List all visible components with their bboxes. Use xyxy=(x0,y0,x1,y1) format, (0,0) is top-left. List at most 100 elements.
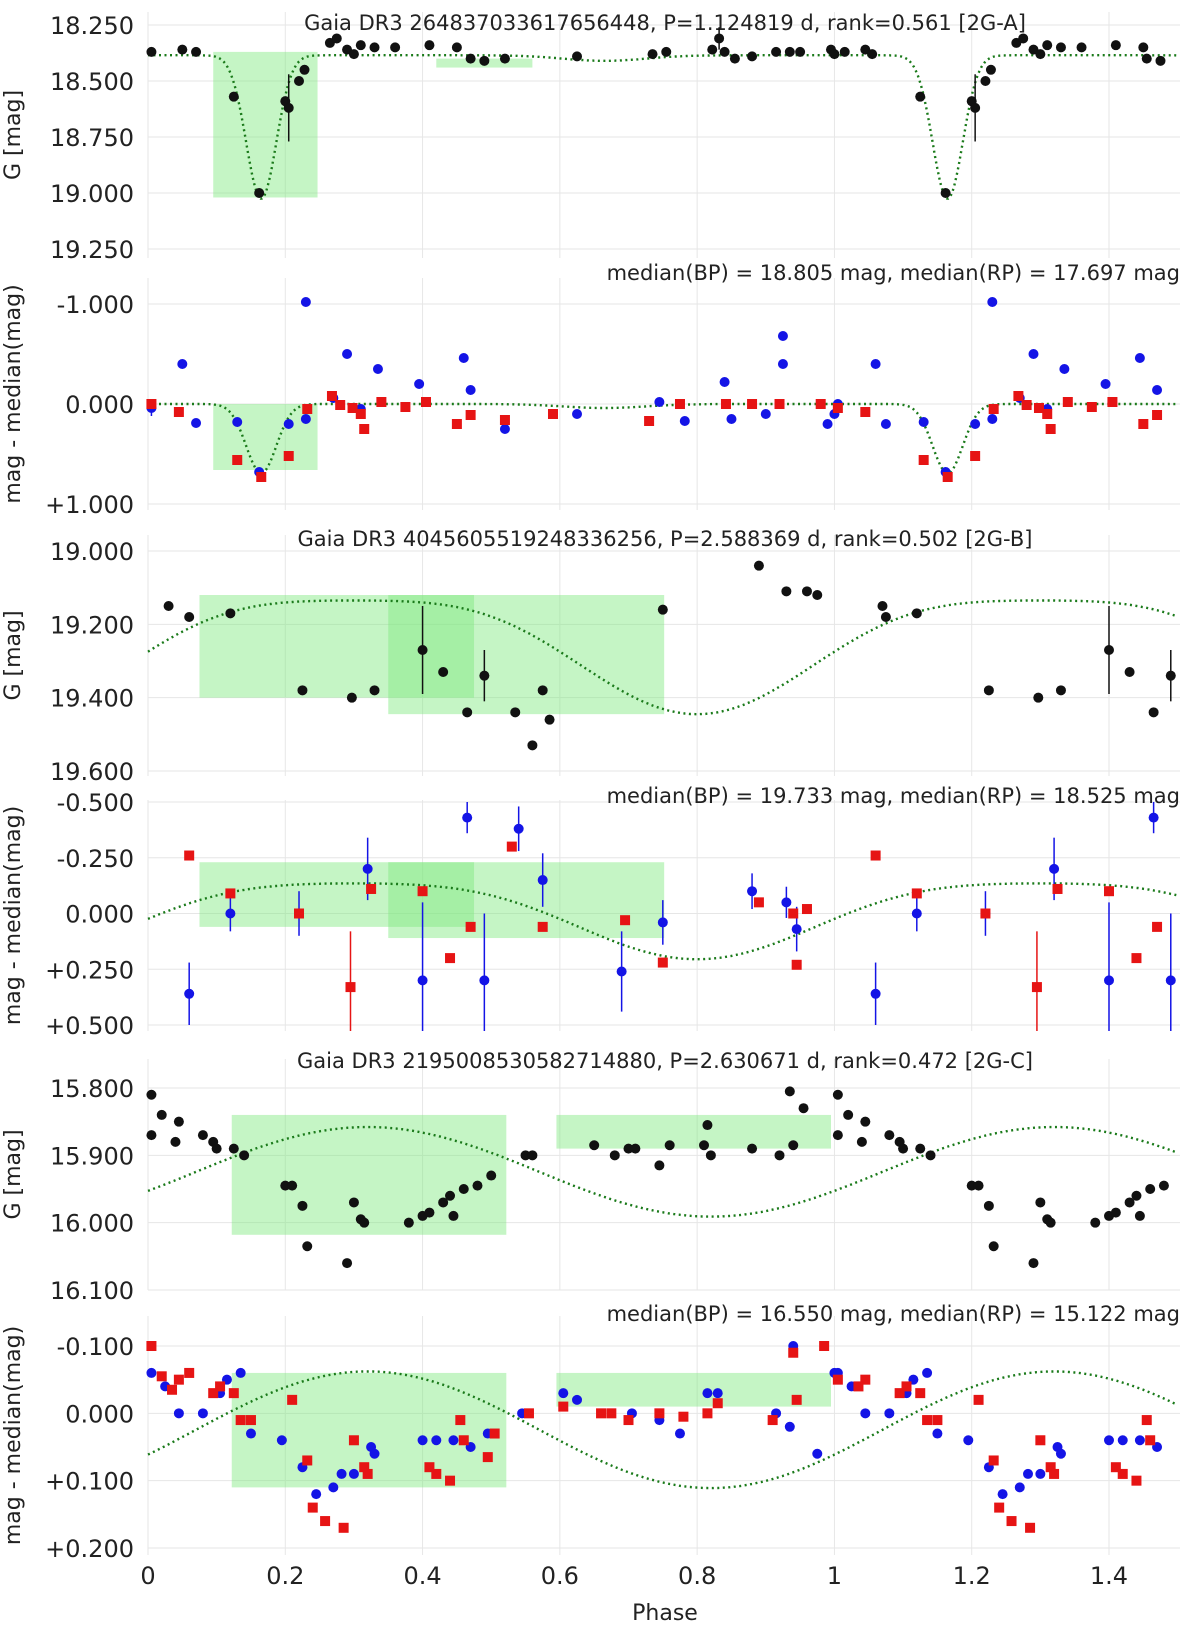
data-point-rp xyxy=(994,1502,1005,1513)
data-point-g xyxy=(1076,42,1087,53)
data-point-rp xyxy=(1035,1435,1046,1446)
x-tick-label: 1.2 xyxy=(953,1562,991,1590)
data-point-g xyxy=(729,53,740,64)
data-point-bp xyxy=(369,1448,380,1459)
y-tick-label: 18.250 xyxy=(50,12,134,40)
x-tick-label: 0.4 xyxy=(403,1562,441,1590)
data-point-bp xyxy=(822,419,833,429)
data-point-g xyxy=(884,1130,895,1141)
data-point-g xyxy=(784,1086,795,1097)
data-point-rp xyxy=(283,451,294,461)
data-point-rp xyxy=(208,1388,219,1399)
data-point-rp xyxy=(359,424,370,434)
data-point-g xyxy=(940,188,951,198)
data-point-bp xyxy=(146,1367,157,1378)
data-point-g xyxy=(191,46,202,57)
data-point-g xyxy=(544,714,555,725)
data-point-g xyxy=(451,42,462,53)
data-point-g xyxy=(898,1143,909,1154)
data-point-g xyxy=(1104,645,1114,655)
data-point-rp xyxy=(1031,982,1042,993)
data-point-rp xyxy=(362,1468,373,1479)
data-point-g xyxy=(1158,1180,1169,1191)
data-point-g xyxy=(1110,40,1121,51)
data-point-g xyxy=(1124,1197,1135,1208)
data-point-g xyxy=(173,1116,184,1127)
data-point-g xyxy=(781,586,792,597)
data-point-g xyxy=(1055,685,1066,696)
data-point-rp xyxy=(657,957,668,968)
data-point-g xyxy=(1018,33,1029,44)
data-point-rp xyxy=(215,1381,226,1392)
data-point-g xyxy=(283,102,294,113)
data-point-bp xyxy=(987,297,998,307)
panel-2: -1.000 0.000 +1.000 mag - median(mag) median… xyxy=(1,261,1180,519)
data-point-rp xyxy=(421,397,432,407)
data-point-g xyxy=(369,42,380,53)
data-point-rp xyxy=(860,407,871,417)
data-point-g xyxy=(983,685,994,696)
data-point-rp xyxy=(338,1522,349,1533)
data-point-rp xyxy=(465,410,476,420)
data-point-rp xyxy=(523,1408,534,1419)
data-point-g xyxy=(973,1180,984,1191)
data-point-bp xyxy=(572,409,583,419)
data-point-g xyxy=(925,1150,936,1161)
y-tick-label: +0.100 xyxy=(45,1468,134,1496)
data-point-g xyxy=(988,1241,999,1252)
y-tick-label: -0.500 xyxy=(57,789,134,817)
x-tick-label: 0.8 xyxy=(678,1562,716,1590)
data-point-g xyxy=(211,1143,222,1154)
y-tick-label: -0.100 xyxy=(57,1333,134,1361)
data-point-bp xyxy=(311,1489,322,1500)
data-point-g xyxy=(774,1150,785,1161)
data-point-bp xyxy=(417,1435,428,1446)
data-point-g xyxy=(832,1130,843,1141)
data-point-bp xyxy=(1014,1482,1025,1493)
data-point-g xyxy=(877,601,888,611)
data-point-rp xyxy=(320,1516,331,1527)
data-point-g xyxy=(510,707,521,718)
data-point-bp xyxy=(911,908,922,919)
data-point-g xyxy=(1131,1190,1142,1201)
data-point-rp xyxy=(228,1388,239,1399)
data-point-bp xyxy=(414,379,425,389)
data-point-bp xyxy=(499,424,510,434)
data-point-bp xyxy=(372,364,383,374)
data-point-g xyxy=(856,1136,867,1147)
data-point-rp xyxy=(173,407,184,417)
data-point-rp xyxy=(1117,1468,1128,1479)
data-point-bp xyxy=(342,349,353,359)
data-point-g xyxy=(839,46,850,57)
data-point-rp xyxy=(146,399,157,409)
data-point-g xyxy=(294,76,305,86)
x-tick-label: 0.2 xyxy=(266,1562,304,1590)
data-point-bp xyxy=(177,359,188,369)
data-point-g xyxy=(801,586,812,597)
data-point-rp xyxy=(156,1371,167,1382)
data-point-rp xyxy=(355,409,366,419)
data-point-rp xyxy=(644,416,655,426)
data-point-bp xyxy=(726,414,737,424)
data-point-rp xyxy=(894,1388,905,1399)
data-point-rp xyxy=(1104,886,1114,897)
data-point-rp xyxy=(482,1452,493,1463)
data-point-g xyxy=(348,49,359,60)
data-point-g xyxy=(146,46,157,57)
data-point-rp xyxy=(819,1341,830,1351)
data-point-rp xyxy=(1141,1415,1152,1426)
data-point-g xyxy=(369,685,380,696)
data-point-bp xyxy=(348,1468,359,1479)
data-point-g xyxy=(829,49,840,60)
x-tick-label: 0.6 xyxy=(541,1562,579,1590)
data-point-bp xyxy=(1049,863,1060,874)
data-point-g xyxy=(788,1140,799,1151)
data-point-rp xyxy=(302,1455,313,1466)
data-point-rp xyxy=(499,415,510,425)
eclipse-window-highlight xyxy=(556,1114,831,1149)
data-point-bp xyxy=(300,414,311,424)
data-point-rp xyxy=(547,409,558,419)
data-point-rp xyxy=(832,1374,843,1385)
panel-title: Gaia DR3 2195008530582714880, P=2.630671… xyxy=(297,1049,1033,1073)
data-point-rp xyxy=(348,1435,359,1446)
